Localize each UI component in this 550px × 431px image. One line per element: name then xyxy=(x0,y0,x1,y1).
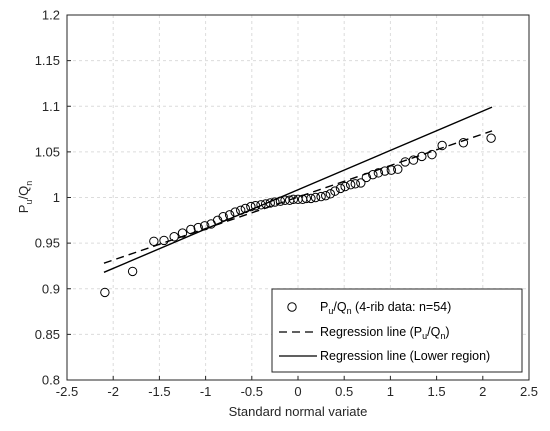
data-points xyxy=(100,133,496,298)
y-tick-label: 0.95 xyxy=(35,236,60,251)
data-point xyxy=(361,172,372,183)
data-point xyxy=(236,205,246,215)
data-point xyxy=(306,193,316,204)
data-point xyxy=(321,190,331,201)
y-axis-ticks: 0.8 0.85 0.9 0.95 1 1.05 1.1 1.15 1.2 xyxy=(35,8,71,388)
data-point xyxy=(486,133,496,143)
regression-line-solid xyxy=(103,106,493,273)
x-axis-label: Standard normal variate xyxy=(229,404,368,419)
data-point xyxy=(288,194,299,205)
y-axis-label: Pu/Qn xyxy=(16,181,34,213)
data-point xyxy=(218,211,228,222)
data-point xyxy=(458,138,469,148)
data-point xyxy=(100,287,110,298)
data-point xyxy=(256,200,266,210)
data-point xyxy=(301,193,312,204)
y-tick-label: 1.05 xyxy=(35,144,60,159)
data-point xyxy=(224,210,235,220)
data-point xyxy=(270,197,280,207)
x-tick-label: -2.5 xyxy=(56,384,78,399)
data-point xyxy=(265,198,275,208)
data-point xyxy=(149,236,159,247)
data-point xyxy=(310,192,321,203)
data-point xyxy=(368,169,378,180)
legend-entry-dashed: Regression line (Pu/Qn) xyxy=(320,325,450,341)
x-axis-ticks: -2.5 -2 -1.5 -1 -0.5 0 0.5 1 1.5 2 2.5 xyxy=(56,376,538,399)
y-tick-label: 0.8 xyxy=(42,373,60,388)
y-tick-label: 0.85 xyxy=(35,327,60,342)
x-tick-label: -1.5 xyxy=(148,384,170,399)
data-point xyxy=(335,183,346,194)
data-point xyxy=(230,207,240,217)
x-tick-label: 0.5 xyxy=(335,384,353,399)
data-point xyxy=(393,164,403,174)
data-point xyxy=(316,191,326,202)
data-point xyxy=(193,222,203,233)
data-point xyxy=(386,165,397,175)
data-point xyxy=(169,232,179,242)
data-point xyxy=(350,179,360,189)
data-point xyxy=(330,186,340,196)
x-tick-label: -1 xyxy=(200,384,212,399)
data-point xyxy=(345,180,356,190)
y-tick-label: 1.15 xyxy=(35,53,60,68)
data-point xyxy=(417,151,427,162)
x-tick-label: -0.5 xyxy=(241,384,263,399)
y-tick-label: 0.9 xyxy=(42,281,60,296)
y-tick-label: 1 xyxy=(53,190,60,205)
data-point xyxy=(325,189,336,199)
legend-entry-scatter: Pu/Qn (4-rib data: n=54) xyxy=(320,300,451,316)
data-point xyxy=(250,201,261,211)
data-point xyxy=(186,224,196,235)
data-point xyxy=(127,266,138,277)
data-point xyxy=(427,149,437,160)
data-point xyxy=(275,196,286,206)
x-tick-label: 1 xyxy=(387,384,394,399)
data-point xyxy=(246,201,256,212)
y-tick-label: 1.1 xyxy=(42,99,60,114)
y-tick-label: 1.2 xyxy=(42,8,60,23)
data-point xyxy=(340,181,350,192)
x-tick-label: -2 xyxy=(107,384,119,399)
x-tick-label: 1.5 xyxy=(428,384,446,399)
data-point xyxy=(240,203,251,214)
data-point xyxy=(437,140,447,151)
x-tick-label: 0 xyxy=(294,384,301,399)
data-point xyxy=(373,168,384,178)
legend-entry-solid: Regression line (Lower region) xyxy=(320,349,490,363)
legend-box xyxy=(271,288,523,373)
data-point xyxy=(159,235,169,246)
legend: Pu/Qn (4-rib data: n=54) Regression line… xyxy=(271,288,523,373)
data-point xyxy=(356,178,366,188)
data-point xyxy=(199,221,210,231)
data-point xyxy=(260,199,271,209)
data-point xyxy=(408,155,419,165)
data-point xyxy=(177,228,188,238)
legend-marker-circle xyxy=(287,302,297,312)
x-tick-label: 2 xyxy=(479,384,486,399)
data-point xyxy=(380,166,390,176)
x-tick-label: 2.5 xyxy=(520,384,538,399)
